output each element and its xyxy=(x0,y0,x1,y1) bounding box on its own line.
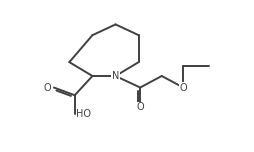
Text: O: O xyxy=(43,83,51,93)
Text: HO: HO xyxy=(76,109,91,119)
Text: N: N xyxy=(112,71,119,81)
Text: O: O xyxy=(180,83,187,93)
Text: O: O xyxy=(136,102,144,112)
